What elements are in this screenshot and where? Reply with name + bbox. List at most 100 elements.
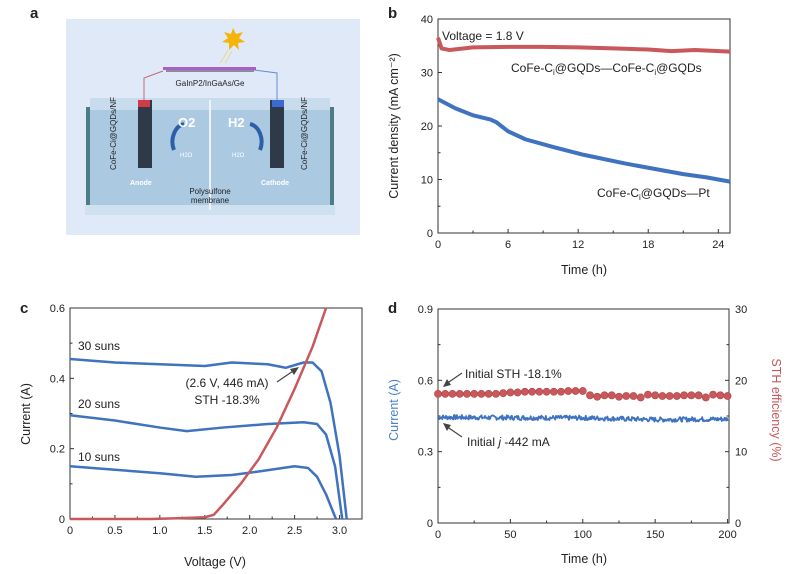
cathode-label: Cathode <box>261 180 289 187</box>
c-xtick-label: 1.0 <box>152 525 167 537</box>
b-xtick-label: 18 <box>642 239 654 251</box>
solar-cell-base <box>166 70 254 72</box>
d-sth-point <box>622 392 631 400</box>
d-ytick-right-label: 10 <box>735 447 747 459</box>
c-xlabel: Voltage (V) <box>184 555 246 569</box>
cathode-terminal <box>272 100 284 107</box>
d-sth-point <box>477 389 486 398</box>
d-sth-point <box>680 391 689 400</box>
panel-label-c: c <box>20 300 28 317</box>
b-voltage-annotation: Voltage = 1.8 V <box>442 29 524 43</box>
solar-cell <box>163 67 256 70</box>
b-xtick-label: 24 <box>712 239 724 251</box>
d-ytick-right-label: 20 <box>735 375 747 387</box>
d-sth-point <box>629 392 638 400</box>
b-legend-red: CoFe-Ci@GQDs—CoFe-Ci@GQDs <box>511 61 702 77</box>
b-xtick-label: 6 <box>505 239 511 251</box>
d-ytick-label: 0 <box>427 518 433 530</box>
d-sth-point <box>600 391 609 400</box>
schematic-diagram: O2 H2 H2O H2O Anode Cathode GaInP2/InGaA… <box>66 19 360 235</box>
d-current-annotation: Initial j -442 mA <box>467 435 550 449</box>
chart-c: 0 0.5 1.0 1.5 2.0 2.5 3.0 0 0.2 0.4 0.6 <box>50 303 363 537</box>
d-current-arrowhead <box>443 423 451 431</box>
d-sth-point <box>658 392 667 400</box>
c-xtick-label: 3.0 <box>332 525 347 537</box>
c-ylabel: Current (A) <box>19 383 33 445</box>
b-legend-blue: CoFe-Ci@GQDs—Pt <box>597 186 710 202</box>
b-ytick-label: 10 <box>421 175 433 187</box>
d-sth-point <box>535 387 544 396</box>
cathode-electrode <box>270 100 284 168</box>
d-sth-point <box>644 390 652 399</box>
solar-cell-label: GaInP2/InGaAs/Ge <box>176 79 245 88</box>
c-label-20-suns: 20 suns <box>78 397 120 411</box>
c-ytick-label: 0.2 <box>50 444 65 456</box>
d-sth-point <box>455 389 464 398</box>
d-ylabel-left: Current (A) <box>387 379 401 441</box>
d-ytick-label: 0.6 <box>418 375 433 387</box>
d-xtick-label: 0 <box>435 529 441 541</box>
d-ytick-label: 0.3 <box>418 447 433 459</box>
d-sth-point <box>463 389 471 398</box>
b-ylabel: Current density (mA cm⁻²) <box>387 53 401 199</box>
cell-wall-right <box>330 107 334 205</box>
c-xtick-label: 0 <box>67 525 73 537</box>
d-xtick-label: 50 <box>504 529 516 541</box>
d-sth-point <box>593 392 602 401</box>
b-ytick-label: 30 <box>421 68 433 80</box>
c-sth-annotation: STH -18.3% <box>194 393 260 407</box>
d-sth-point <box>564 387 573 395</box>
chart-b: 0 6 12 18 24 0 10 20 30 40 <box>421 14 731 251</box>
c-series-electrolyser <box>70 307 328 521</box>
o2-label: O2 <box>178 115 195 130</box>
d-xtick-label: 100 <box>574 529 592 541</box>
anode-electrode <box>138 100 152 168</box>
b-series-blue <box>437 97 731 184</box>
d-sth-point <box>709 390 717 399</box>
d-sth-annotation: Initial STH -18.1% <box>465 367 562 381</box>
d-ylabel-right: STH efficiency (%) <box>769 358 783 461</box>
d-xtick-label: 150 <box>646 529 664 541</box>
d-sth-point <box>470 389 479 398</box>
c-mpp-annotation: (2.6 V, 446 mA) <box>186 376 269 390</box>
d-sth-point <box>528 387 537 396</box>
arrow-o2-icon <box>170 122 185 151</box>
c-ytick-label: 0 <box>59 514 65 526</box>
panel-label-a: a <box>30 5 39 22</box>
d-sth-point <box>672 392 681 400</box>
d-sth-point <box>607 391 616 400</box>
h2-label: H2 <box>228 115 245 130</box>
d-sth-point <box>701 393 710 402</box>
anode-terminal <box>138 100 150 107</box>
panel-label-b: b <box>388 5 397 22</box>
c-label-10-suns: 10 suns <box>78 450 120 464</box>
c-ytick-label: 0.4 <box>50 373 65 385</box>
c-label-30-suns: 30 suns <box>78 339 120 353</box>
d-ytick-right-label: 0 <box>735 518 741 530</box>
d-xlabel: Time (h) <box>561 552 607 566</box>
wire-anode <box>143 70 164 100</box>
d-ytick-label: 0.9 <box>418 304 433 316</box>
d-sth-point <box>723 392 732 400</box>
h2o-left-label: H2O <box>180 153 193 159</box>
b-series-red <box>436 37 731 54</box>
cell-wall-left <box>86 107 90 205</box>
d-ytick-right-label: 30 <box>735 304 747 316</box>
d-sth-point <box>586 391 594 400</box>
sun-icon <box>222 28 245 50</box>
d-sth-point <box>615 392 623 401</box>
d-sth-point <box>651 391 660 400</box>
d-sth-point <box>557 387 565 396</box>
wire-cathode <box>253 69 278 100</box>
d-sth-point <box>499 389 508 398</box>
cathode-catalyst-label: CoFe-Ci@GQDs/NF <box>300 97 309 170</box>
c-series-20-suns <box>69 414 344 520</box>
d-sth-point <box>434 389 442 398</box>
b-ytick-label: 0 <box>427 228 433 240</box>
b-xlabel: Time (h) <box>561 263 607 277</box>
b-ytick-label: 20 <box>421 121 433 133</box>
h2o-right-label: H2O <box>232 153 245 159</box>
arrow-h2-icon <box>249 122 264 151</box>
d-sth-point <box>694 391 703 400</box>
